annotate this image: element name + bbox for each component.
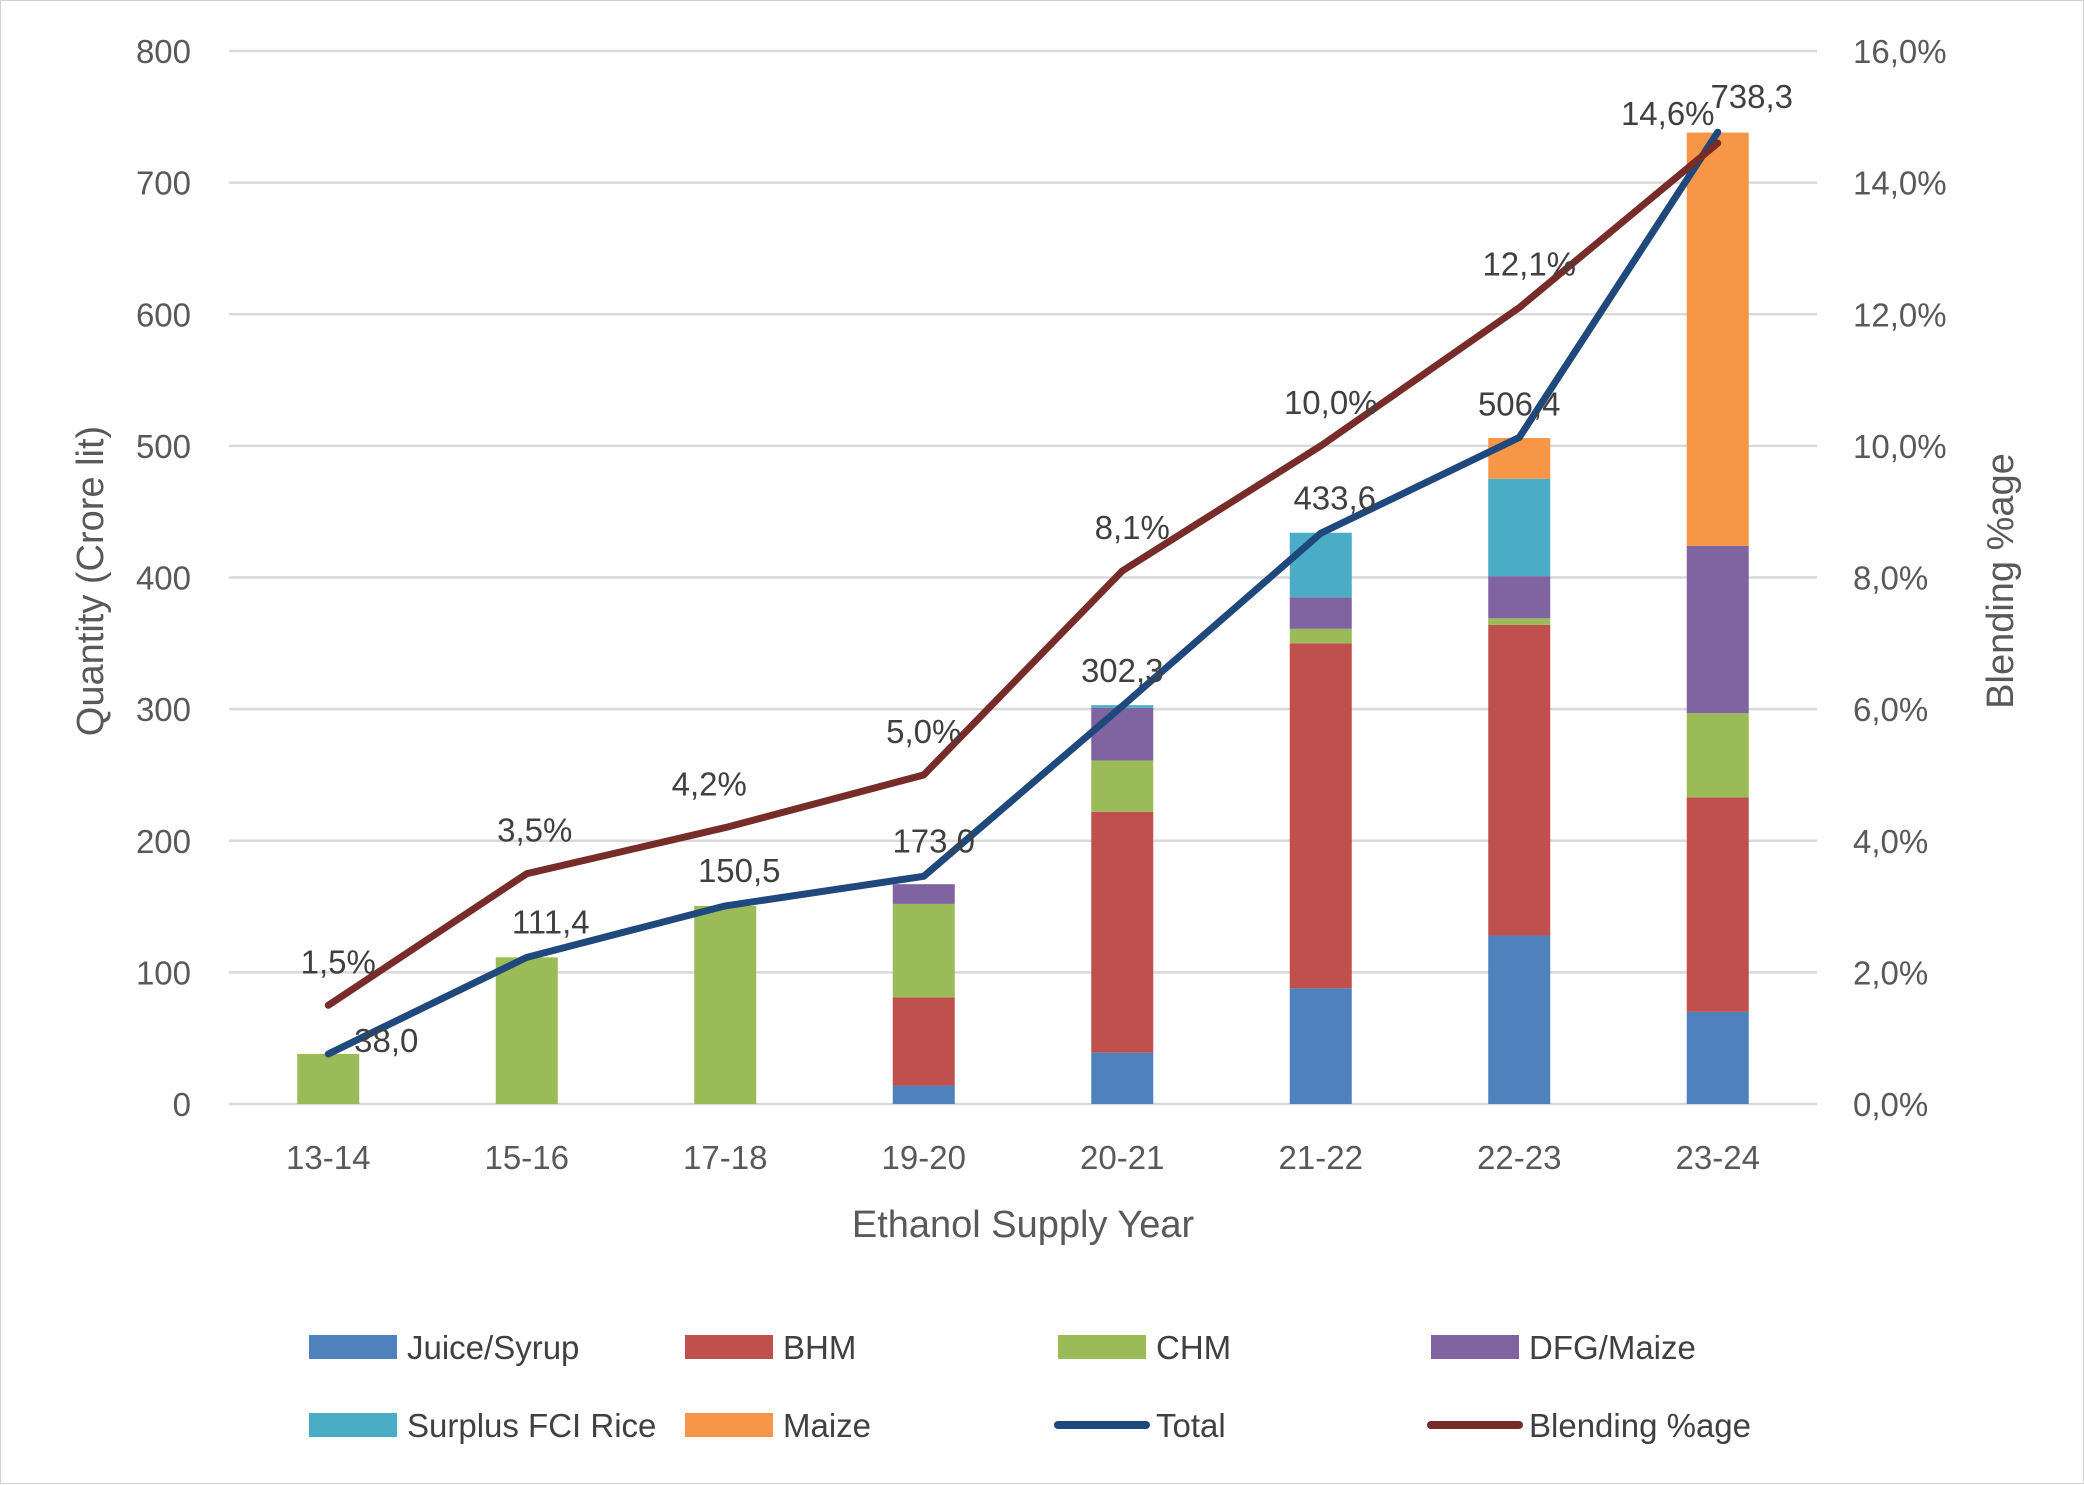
bar-dfg-maize (1289, 597, 1352, 629)
y2-tick-label: 12,0% (1853, 296, 1947, 333)
bar-chm (297, 1053, 360, 1104)
y-tick-label: 200 (136, 823, 191, 860)
bar-chm (892, 903, 955, 998)
bar-chm (495, 957, 558, 1104)
y-tick-label: 0 (173, 1086, 191, 1123)
bar-juice-syrup (1488, 935, 1551, 1104)
data-label: 10,0% (1284, 384, 1378, 421)
legend-label: Total (1156, 1407, 1226, 1444)
bar-chm (1488, 618, 1551, 625)
x-tick-label: 19-20 (882, 1139, 966, 1176)
data-label: 150,5 (698, 852, 781, 889)
y2-tick-label: 0,0% (1853, 1086, 1928, 1123)
data-label: 111,4 (512, 903, 590, 940)
x-tick-label: 21-22 (1279, 1139, 1363, 1176)
legend-swatch (1058, 1335, 1146, 1359)
bar-surplus-fci-rice (1289, 532, 1352, 598)
bar-juice-syrup (892, 1085, 955, 1104)
x-tick-label: 20-21 (1080, 1139, 1164, 1176)
data-label: 4,2% (672, 766, 747, 803)
y2-tick-label: 16,0% (1853, 33, 1947, 70)
y-tick-label: 800 (136, 33, 191, 70)
x-tick-label: 22-23 (1477, 1139, 1561, 1176)
bar-bhm (1686, 797, 1749, 1012)
y2-tick-label: 14,0% (1853, 165, 1947, 202)
y-tick-label: 300 (136, 691, 191, 728)
bar-maize (1686, 132, 1749, 546)
bar-dfg-maize (1686, 545, 1749, 714)
legend-swatch (685, 1335, 773, 1359)
legend-swatch (685, 1413, 773, 1437)
y2-tick-label: 2,0% (1853, 954, 1928, 991)
bar-bhm (892, 997, 955, 1086)
legend-label: Blending %age (1529, 1407, 1751, 1444)
y-tick-label: 700 (136, 165, 191, 202)
y-tick-label: 400 (136, 560, 191, 597)
axes: Quantity (Crore lit) Blending %age Ethan… (70, 33, 2022, 1246)
legend-label: DFG/Maize (1529, 1329, 1696, 1366)
data-label: 173,0 (892, 822, 975, 859)
data-labels: 38,0111,4150,5173,0302,3433,6506,4738,31… (301, 78, 1793, 1059)
x-tick-label: 23-24 (1676, 1139, 1760, 1176)
data-label: 38,0 (354, 1022, 418, 1059)
line-blending-age (324, 139, 1722, 1009)
legend-label: Surplus FCI Rice (407, 1407, 656, 1444)
bar-surplus-fci-rice (1488, 478, 1551, 577)
legend-label: CHM (1156, 1329, 1231, 1366)
bar-juice-syrup (1686, 1011, 1749, 1104)
x-tick-label: 17-18 (683, 1139, 767, 1176)
gridlines (229, 49, 1817, 1106)
legend-label: BHM (783, 1329, 856, 1366)
bar-bhm (1488, 624, 1551, 936)
bar-bhm (1289, 643, 1352, 989)
line-total (324, 128, 1722, 1058)
legend: Juice/Syrup BHM CHM DFG/Maize Surplus FCI Ri… (309, 1329, 1751, 1444)
legend-swatch (309, 1413, 397, 1437)
y2-tick-label: 10,0% (1853, 428, 1947, 465)
bar-chm (1686, 713, 1749, 798)
bar-bhm (1091, 811, 1154, 1053)
y-tick-label: 500 (136, 428, 191, 465)
bar-juice-syrup (1091, 1052, 1154, 1104)
bar-chm (694, 905, 757, 1104)
legend-label: Maize (783, 1407, 871, 1444)
legend-swatch (1431, 1335, 1519, 1359)
lines (324, 128, 1722, 1058)
legend-label: Juice/Syrup (407, 1329, 579, 1366)
y2-axis-title: Blending %age (1980, 453, 2022, 709)
y-tick-label: 600 (136, 296, 191, 333)
bar-dfg-maize (1091, 707, 1154, 761)
y-tick-label: 100 (136, 954, 191, 991)
data-label: 12,1% (1482, 246, 1576, 283)
data-label: 738,3 (1710, 78, 1793, 115)
y2-tick-label: 8,0% (1853, 560, 1928, 597)
data-label: 433,6 (1293, 479, 1376, 516)
data-label: 5,0% (886, 713, 961, 750)
legend-swatch (309, 1335, 397, 1359)
data-label: 506,4 (1478, 385, 1561, 422)
x-tick-label: 13-14 (286, 1139, 370, 1176)
data-label: 14,6% (1621, 95, 1715, 132)
bar-dfg-maize (892, 884, 955, 904)
y2-tick-label: 4,0% (1853, 823, 1928, 860)
y-axis-title: Quantity (Crore lit) (70, 426, 112, 736)
x-axis-title: Ethanol Supply Year (852, 1204, 1195, 1246)
data-label: 3,5% (497, 812, 572, 849)
bar-chm (1289, 628, 1352, 644)
data-label: 8,1% (1095, 509, 1170, 546)
y2-tick-label: 6,0% (1853, 691, 1928, 728)
x-tick-label: 15-16 (485, 1139, 569, 1176)
bar-juice-syrup (1289, 988, 1352, 1104)
data-label: 1,5% (301, 943, 376, 980)
bar-chm (1091, 760, 1154, 812)
bar-dfg-maize (1488, 576, 1551, 619)
bars (297, 132, 1749, 1104)
data-label: 302,3 (1081, 652, 1164, 689)
